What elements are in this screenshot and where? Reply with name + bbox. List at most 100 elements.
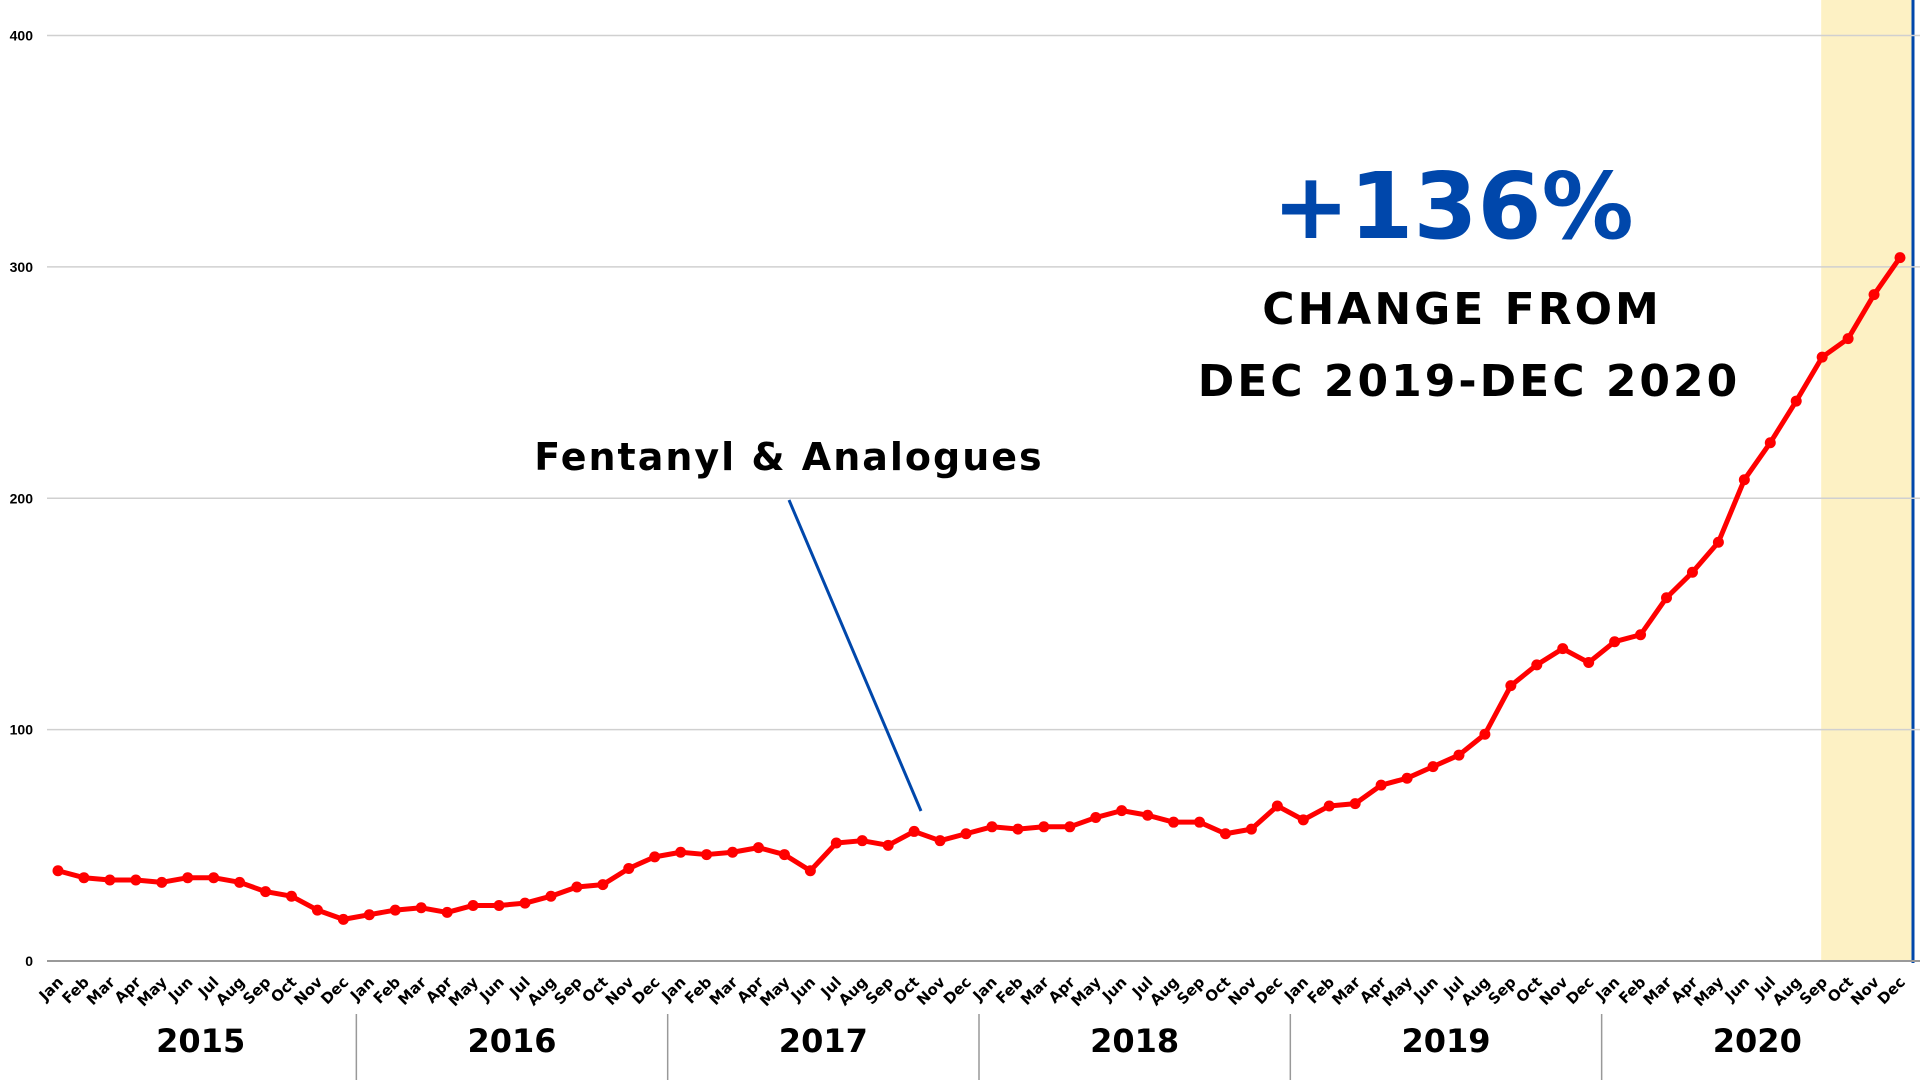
y-tick-label: 400: [10, 28, 34, 44]
data-point: [1349, 798, 1361, 810]
data-point: [1219, 828, 1231, 840]
x-tick-label: Jan: [1280, 973, 1312, 1005]
data-point: [1738, 474, 1750, 486]
data-point: [882, 839, 894, 851]
data-point: [986, 821, 998, 833]
highlight-band: [1821, 0, 1913, 961]
data-point: [1012, 823, 1024, 835]
x-tick-label: Jun: [1098, 973, 1130, 1005]
data-point: [441, 906, 453, 918]
data-point: [260, 886, 272, 898]
x-tick-label: Jan: [35, 973, 67, 1005]
data-point: [1116, 805, 1128, 817]
x-tick-label: Jun: [1409, 973, 1441, 1005]
data-point: [1661, 592, 1673, 604]
data-point: [1401, 772, 1413, 784]
data-point: [856, 835, 868, 847]
data-point: [156, 876, 168, 888]
y-tick-label: 200: [10, 490, 34, 506]
data-point: [311, 904, 323, 916]
x-tick-label: Jan: [657, 973, 689, 1005]
data-point: [1842, 333, 1854, 345]
data-point: [1557, 643, 1569, 655]
data-point: [467, 899, 479, 911]
data-point: [649, 851, 661, 863]
data-point: [519, 897, 531, 909]
data-point: [1297, 814, 1309, 826]
year-label: 2020: [1713, 1022, 1802, 1060]
data-point: [1375, 779, 1387, 791]
x-tick-label: Jun: [787, 973, 819, 1005]
data-point: [78, 872, 90, 884]
data-point: [1271, 800, 1283, 812]
year-label: 2019: [1401, 1022, 1490, 1060]
data-point: [545, 890, 557, 902]
x-tick-label: Jun: [164, 973, 196, 1005]
series-annotation: Fentanyl & Analogues: [534, 435, 1043, 479]
data-point: [752, 842, 764, 854]
data-point: [415, 902, 427, 914]
data-point: [830, 837, 842, 849]
data-point: [623, 862, 635, 874]
data-point: [337, 913, 349, 925]
data-point: [934, 835, 946, 847]
data-point: [1142, 809, 1154, 821]
data-point: [727, 846, 739, 858]
year-label: 2018: [1090, 1022, 1179, 1060]
data-point: [1064, 821, 1076, 833]
callout-value: +136%: [1272, 153, 1633, 260]
data-point: [908, 825, 920, 837]
data-point: [1194, 816, 1206, 828]
data-point: [1479, 728, 1491, 740]
x-tick-label: Jun: [1721, 973, 1753, 1005]
data-point: [1868, 289, 1880, 301]
x-tick-label: Jan: [1591, 973, 1623, 1005]
data-point: [1453, 749, 1465, 761]
x-tick-label: Dec: [1874, 973, 1909, 1008]
year-label: 2015: [156, 1022, 245, 1060]
data-point: [493, 899, 505, 911]
data-point: [1686, 566, 1698, 578]
data-point: [1531, 659, 1543, 671]
data-point: [1894, 252, 1906, 264]
data-point: [1038, 821, 1050, 833]
x-tick-label: Jan: [346, 973, 378, 1005]
data-point: [363, 909, 375, 921]
data-point: [1635, 629, 1647, 641]
year-label: 2017: [779, 1022, 868, 1060]
data-point: [104, 874, 116, 886]
data-point: [389, 904, 401, 916]
data-point: [182, 872, 194, 884]
data-point: [1168, 816, 1180, 828]
data-point: [1245, 823, 1257, 835]
data-point: [778, 849, 790, 861]
data-point: [1583, 657, 1595, 669]
callout-line1: CHANGE FROM: [1262, 284, 1662, 335]
data-point: [675, 846, 687, 858]
data-point: [1712, 536, 1724, 548]
data-point: [1609, 636, 1621, 648]
y-tick-label: 0: [25, 953, 33, 969]
y-tick-label: 300: [10, 259, 34, 275]
data-point: [1090, 812, 1102, 824]
data-point: [1427, 761, 1439, 773]
callout-line2: DEC 2019-DEC 2020: [1198, 356, 1741, 407]
annotation-pointer: [787, 499, 923, 812]
data-point: [1505, 680, 1517, 692]
data-point: [1764, 437, 1776, 449]
data-point: [52, 865, 64, 877]
data-point: [597, 879, 609, 891]
y-tick-label: 100: [10, 722, 34, 738]
data-point: [234, 876, 246, 888]
data-point: [130, 874, 142, 886]
data-point: [960, 828, 972, 840]
data-point: [1816, 351, 1828, 363]
data-point: [285, 890, 297, 902]
x-tick-label: Jan: [969, 973, 1001, 1005]
data-point: [571, 881, 583, 893]
x-tick-label: Jun: [475, 973, 507, 1005]
data-point: [208, 872, 220, 884]
data-point: [1323, 800, 1335, 812]
data-point: [701, 849, 713, 861]
